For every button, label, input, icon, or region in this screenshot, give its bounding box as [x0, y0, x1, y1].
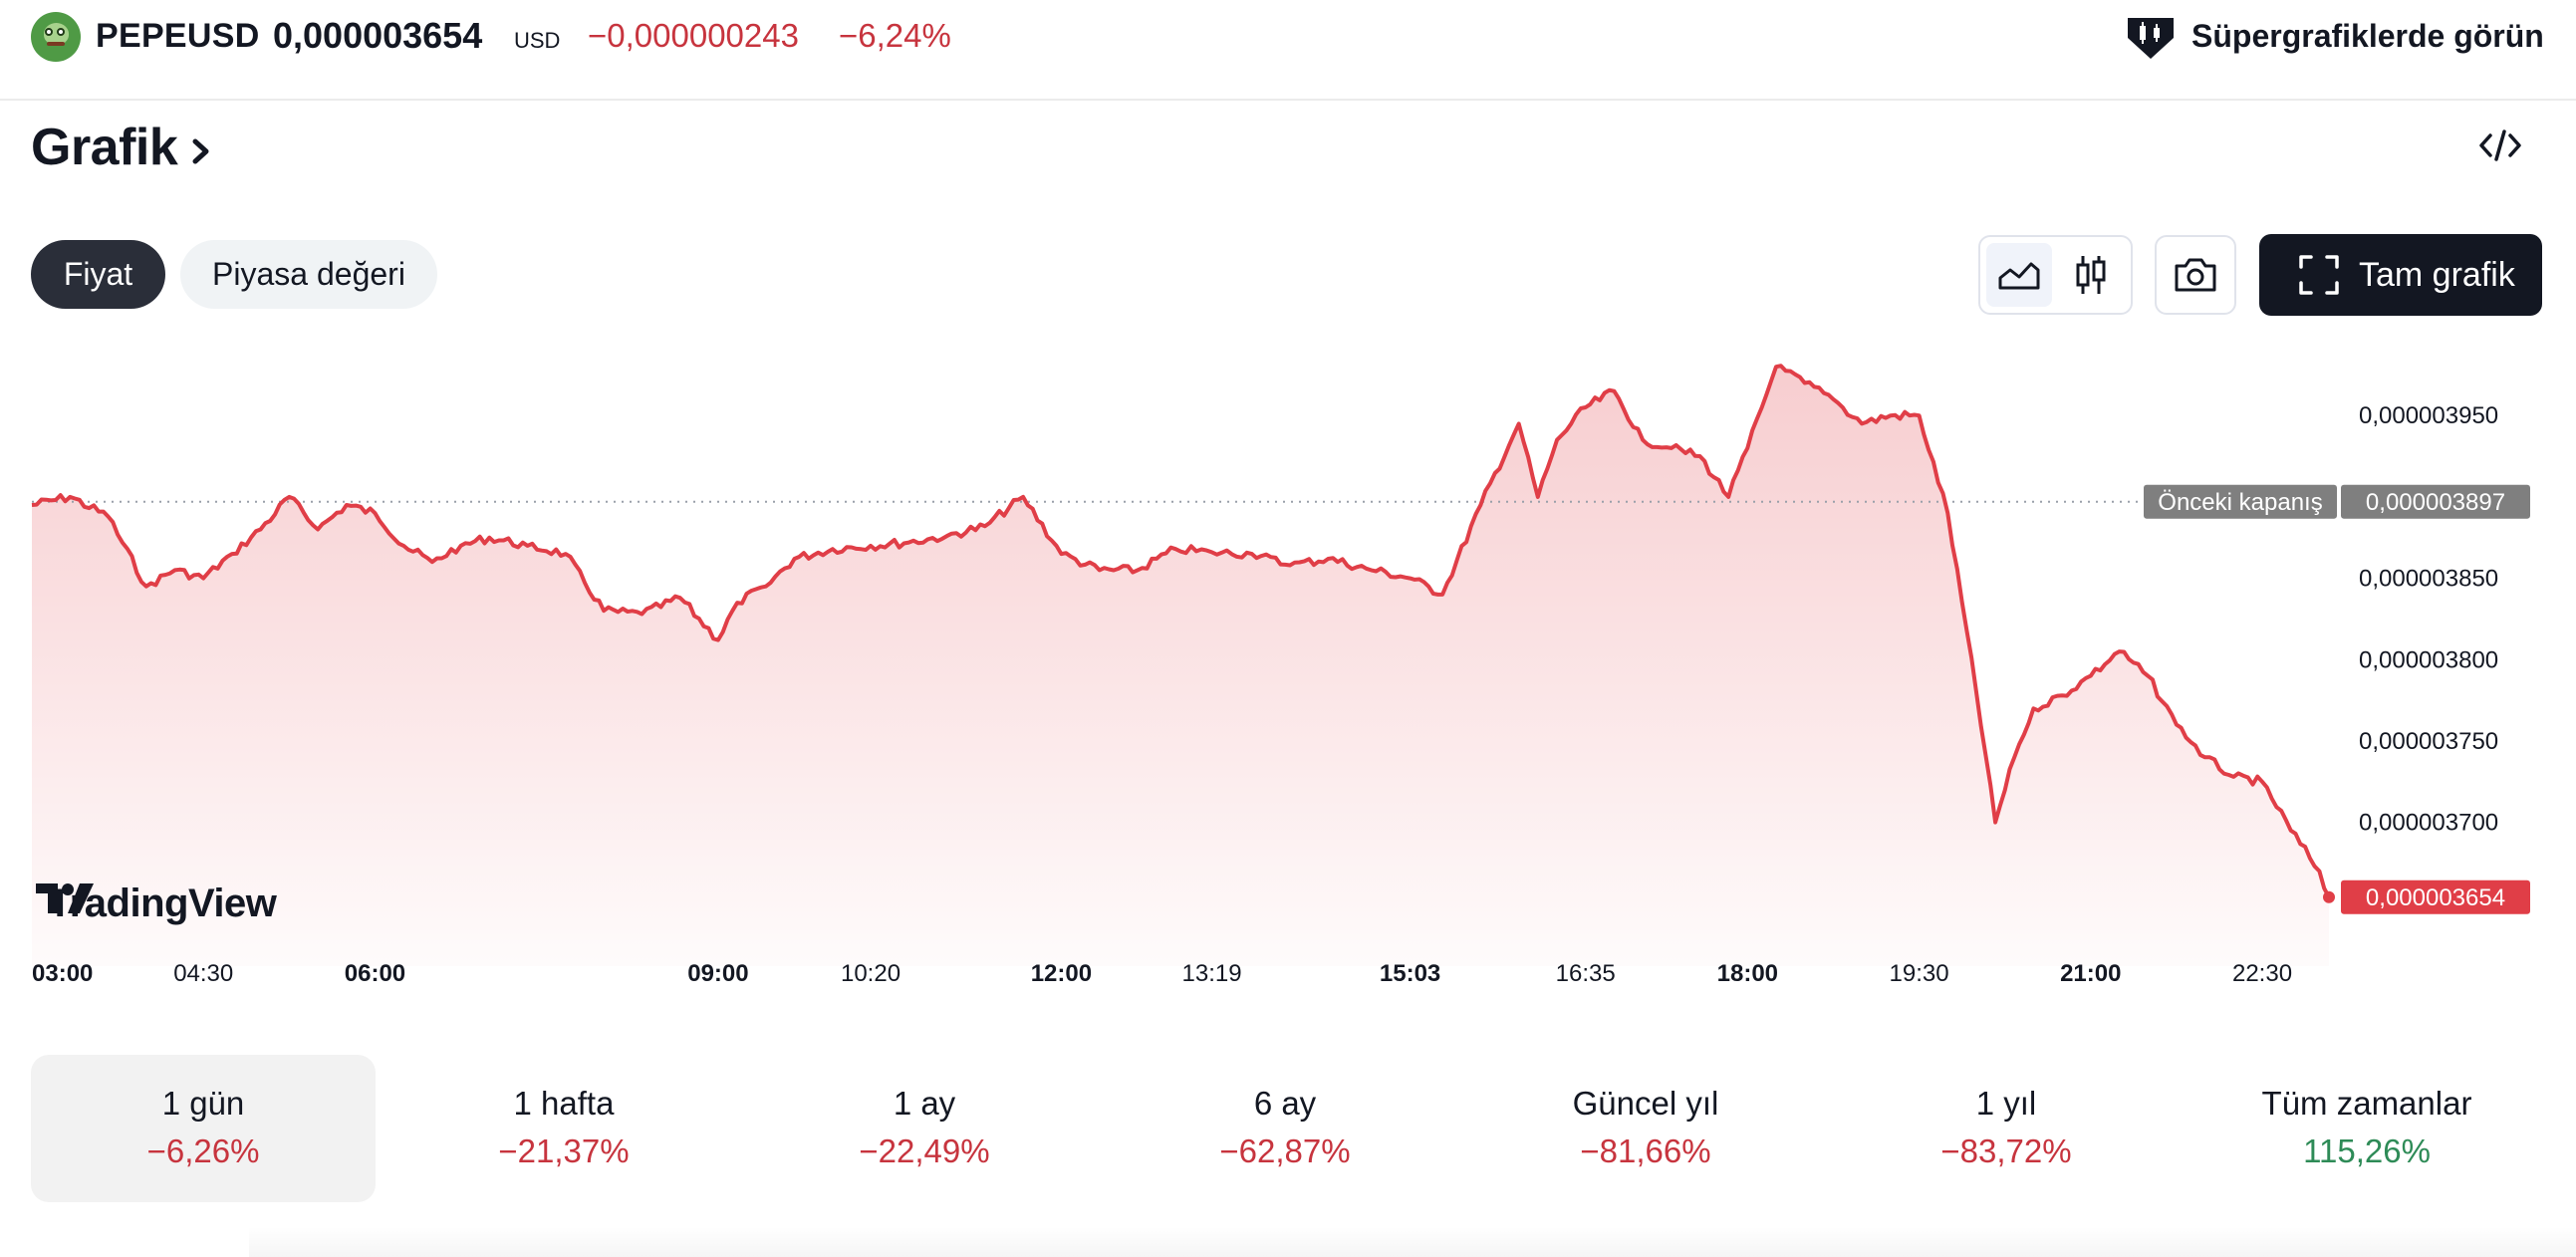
svg-text:0,000003654: 0,000003654 [2366, 884, 2505, 911]
symbol-header: PEPEUSD 0,000003654 USD −0,000000243 −6,… [0, 0, 2576, 101]
x-tick-label: 13:19 [1182, 960, 1242, 987]
tradingview-watermark[interactable]: TradingView [34, 881, 277, 926]
x-tick-label: 15:03 [1380, 960, 1440, 987]
performance-periods: 1 gün −6,26% 1 hafta −21,37% 1 ay −22,49… [31, 1055, 2543, 1202]
full-chart-button[interactable]: Tam grafik [2259, 234, 2542, 316]
period-1-year[interactable]: 1 yıl −83,72% [1940, 1085, 2072, 1169]
last-price-badge: 0,000003654 [2341, 880, 2530, 914]
symbol-name[interactable]: PEPEUSD [96, 17, 260, 55]
camera-icon [2175, 258, 2216, 292]
candlestick-chart-button[interactable] [2058, 243, 2124, 307]
previous-close-value-badge: 0,000003897 [2341, 484, 2530, 519]
svg-text:Önceki kapanış: Önceki kapanış [2158, 489, 2322, 516]
x-tick-label: 04:30 [173, 960, 233, 987]
previous-close-label-badge: Önceki kapanış [2144, 484, 2337, 519]
candlestick-icon [2076, 256, 2106, 294]
supercharts-link[interactable]: Süpergrafiklerde görün [2191, 18, 2544, 54]
x-tick-label: 12:00 [1031, 960, 1092, 987]
bottom-fade [249, 1227, 2576, 1257]
chart-type-switcher [1978, 235, 2133, 315]
y-tick-label: 0,000003800 [2359, 646, 2498, 673]
period-1-month[interactable]: 1 ay −22,49% [859, 1085, 990, 1169]
x-tick-label: 09:00 [687, 960, 748, 987]
pepe-coin-icon [31, 12, 81, 62]
price-change-percent: −6,24% [839, 17, 951, 54]
full-chart-label: Tam grafik [2359, 255, 2515, 294]
period-year-to-date[interactable]: Güncel yıl −81,66% [1572, 1085, 1719, 1169]
current-price: 0,000003654 [273, 15, 483, 56]
section-title[interactable]: Grafik [31, 119, 178, 176]
supercharts-icon[interactable] [2124, 12, 2178, 62]
area-chart-button[interactable] [1986, 243, 2052, 307]
period-6-months[interactable]: 6 ay −62,87% [1219, 1085, 1351, 1169]
chevron-right-icon[interactable] [189, 133, 213, 169]
price-change: −0,000000243 [588, 17, 799, 54]
last-price-dot [2323, 890, 2335, 903]
y-tick-label: 0,000003700 [2359, 810, 2498, 837]
fullscreen-icon [2299, 255, 2339, 295]
x-tick-label: 03:00 [32, 960, 93, 987]
price-area-fill [32, 366, 2329, 966]
period-all-time[interactable]: Tüm zamanlar 115,26% [2261, 1085, 2472, 1169]
x-tick-label: 19:30 [1890, 960, 1949, 987]
period-1-day[interactable]: 1 gün −6,26% [31, 1055, 376, 1202]
tab-price[interactable]: Fiyat [31, 240, 165, 309]
tradingview-logo-icon [36, 883, 94, 913]
price-chart[interactable]: 0,000003950 0,000003850 0,000003800 0,00000… [0, 339, 2576, 1016]
tab-market-cap[interactable]: Piyasa değeri [180, 240, 437, 309]
period-1-week[interactable]: 1 hafta −21,37% [498, 1085, 630, 1169]
x-tick-label: 22:30 [2232, 960, 2292, 987]
currency-label: USD [514, 28, 561, 53]
svg-text:0,000003897: 0,000003897 [2366, 489, 2505, 516]
snapshot-button[interactable] [2155, 235, 2236, 315]
x-tick-label: 10:20 [841, 960, 901, 987]
x-tick-label: 06:00 [345, 960, 405, 987]
y-tick-label: 0,000003950 [2359, 402, 2498, 429]
chart-canvas[interactable]: 0,000003950 0,000003850 0,000003800 0,00000… [0, 339, 2576, 1016]
area-chart-icon [1998, 262, 2040, 290]
y-tick-label: 0,000003750 [2359, 728, 2498, 755]
x-tick-label: 21:00 [2060, 960, 2121, 987]
price-line [31, 364, 2331, 898]
x-tick-label: 18:00 [1717, 960, 1778, 987]
embed-code-icon[interactable] [2478, 126, 2522, 165]
x-tick-label: 16:35 [1556, 960, 1616, 987]
y-tick-label: 0,000003850 [2359, 566, 2498, 593]
